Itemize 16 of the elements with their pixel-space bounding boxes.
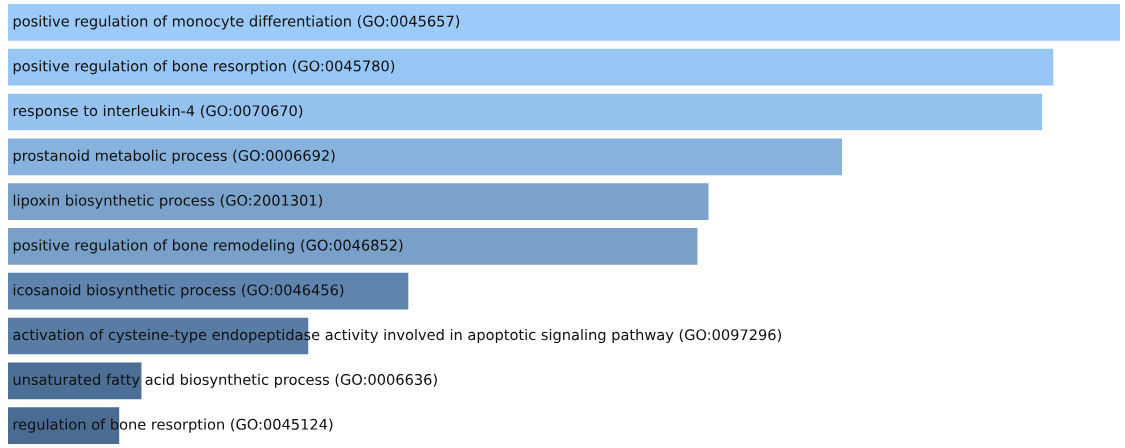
bar <box>8 138 842 176</box>
bar <box>8 362 142 400</box>
y-tick-label: positive regulation of bone remodeling (GO:0046852) <box>13 239 403 254</box>
bar <box>8 183 709 220</box>
bar <box>8 93 1043 131</box>
bar <box>8 4 1120 41</box>
y-tick-label: response to interleukin-4 (GO:0070670) <box>13 104 303 120</box>
bar <box>8 272 409 310</box>
y-tick-label: prostanoid metabolic process (GO:0006692) <box>13 149 335 164</box>
bar <box>8 48 1054 86</box>
y-tick-label: unsaturated fatty acid biosynthetic process (GO:0006636) <box>13 373 437 388</box>
y-tick-label: lipoxin biosynthetic process (GO:2001301) <box>13 194 323 209</box>
y-tick-label: positive regulation of bone resorption (GO:0045780) <box>13 60 395 75</box>
y-tick-label: icosanoid biosynthetic process (GO:0046456) <box>13 284 344 299</box>
bar <box>8 228 698 265</box>
y-tick-label: positive regulation of monocyte differentiation (GO:0045657) <box>13 15 460 30</box>
